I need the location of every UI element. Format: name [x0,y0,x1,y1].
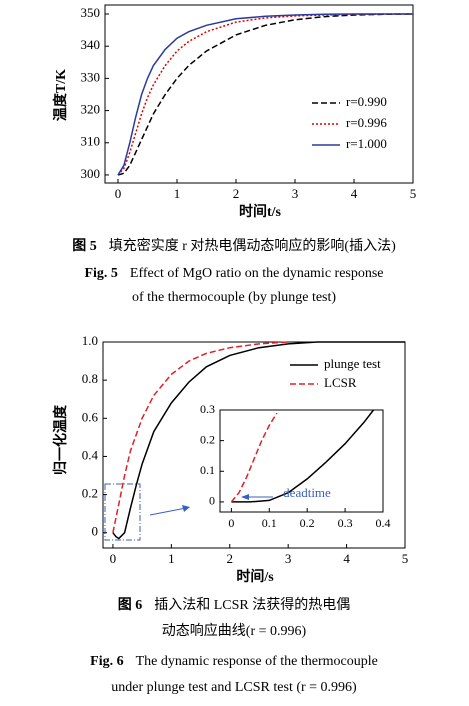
y-tick-label: 350 [81,5,101,20]
caption-text: 动态响应曲线(r = 0.996) [162,622,307,639]
data-line [112,341,289,533]
caption-text: The dynamic response of the thermocouple [136,654,378,669]
caption-text: 填充密实度 r 对热电偶动态响应的影响(插入法) [109,237,396,254]
caption-line: under plunge test and LCSR test (r = 0.9… [111,680,357,695]
caption-line: Fig. 5 Effect of MgO ratio on the dynamic… [84,266,383,281]
x-tick-label: 3 [292,186,299,201]
data-line [231,409,375,503]
y-tick-label: 0.1 [200,463,215,477]
caption-text: 插入法和 LCSR 法获得的热电偶 [154,596,350,613]
x-tick-label: 4 [351,186,358,201]
caption-line: Fig. 6 The dynamic response of the thermo… [90,654,378,669]
caption-label: Fig. 6 [90,654,123,669]
x-tick-label: 2 [227,551,234,566]
y-tick-label: 0.2 [82,486,98,501]
x-tick-label: 0 [110,551,117,566]
caption-label: 图 5 [72,238,97,254]
y-tick-label: 0.6 [82,409,99,424]
y-tick-label: 0.4 [82,447,99,462]
y-tick-label: 0 [209,494,215,508]
x-tick-label: 0.1 [262,516,277,530]
data-line [112,341,405,540]
x-axis-label: 时间/s [236,568,274,585]
caption-label: 图 6 [118,597,143,613]
plot-frame [219,409,384,513]
y-tick-label: 300 [81,166,101,181]
x-tick-label: 1 [168,551,175,566]
legend-label: plunge test [324,356,381,371]
caption-line: 动态响应曲线(r = 0.996) [162,622,307,639]
y-tick-label: 330 [81,69,101,84]
y-tick-label: 320 [81,102,101,117]
x-tick-label: 0 [115,186,122,201]
zoom-arrowhead [182,505,190,512]
caption-text: of the thermocouple (by plunge test) [132,290,336,305]
x-tick-label: 3 [285,551,292,566]
y-tick-label: 0.3 [200,402,215,416]
y-tick-label: 310 [81,134,101,149]
annotation: deadtime [283,485,331,500]
y-tick-label: 0.2 [200,432,215,446]
y-axis-label: 归一化温度 [52,404,69,475]
legend-label: r=1.000 [346,136,387,151]
legend-label: r=0.996 [346,115,387,130]
y-tick-label: 0 [92,524,99,539]
x-tick-label: 4 [343,551,350,566]
caption-line: 图 5 填充密实度 r 对热电偶动态响应的影响(插入法) [72,237,396,254]
y-axis-label: 温度T/K [52,69,69,121]
x-tick-label: 5 [410,186,417,201]
x-tick-label: 0.2 [300,516,315,530]
caption-text: under plunge test and LCSR test (r = 0.9… [111,680,357,695]
x-axis-label: 时间t/s [239,203,282,220]
data-line [117,13,413,176]
x-tick-label: 5 [402,551,409,566]
x-tick-label: 2 [233,186,240,201]
data-line [230,412,278,503]
legend-label: r=0.990 [346,94,387,109]
plot-frame [104,4,414,184]
caption-line: of the thermocouple (by plunge test) [132,290,336,305]
legend-label: LCSR [324,375,357,390]
x-tick-label: 1 [174,186,181,201]
caption-line: 图 6 插入法和 LCSR 法获得的热电偶 [118,596,351,613]
x-tick-label: 0.3 [338,516,353,530]
x-tick-label: 0 [228,516,234,530]
plot-frame [102,341,406,549]
y-tick-label: 1.0 [82,333,98,348]
data-line [117,13,414,176]
caption-label: Fig. 5 [84,266,117,281]
x-tick-label: 0.4 [376,516,391,530]
zoom-box [104,483,141,541]
y-tick-label: 340 [81,37,101,52]
zoom-arrow [149,507,187,516]
y-tick-label: 0.8 [82,371,98,386]
caption-text: Effect of MgO ratio on the dynamic respo… [130,266,384,281]
annotation-arrowhead [241,494,249,500]
